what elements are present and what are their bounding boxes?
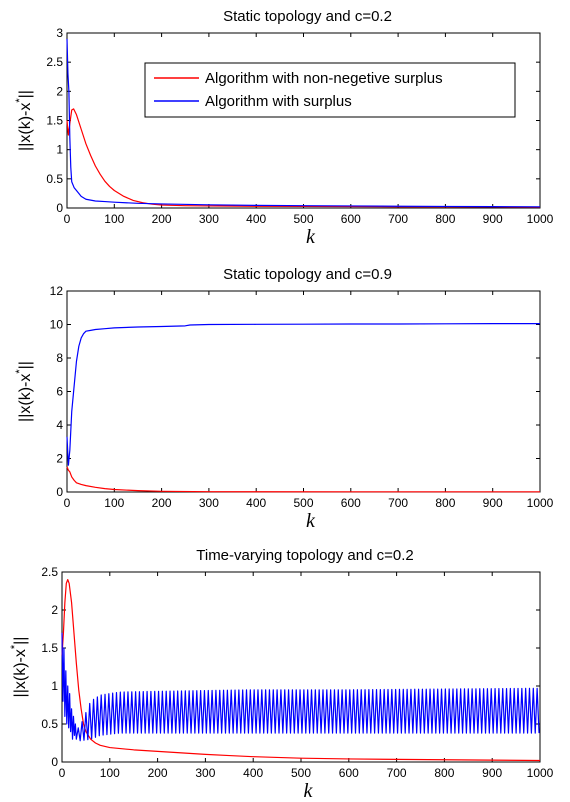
x-tick-label: 300 [195, 766, 215, 780]
y-tick-label: 3 [56, 26, 63, 40]
y-axis-label: ||x(k)-x*|| [14, 90, 34, 151]
y-axis-label: ||x(k)-x*|| [14, 361, 34, 422]
x-tick-label: 900 [483, 496, 503, 510]
y-tick-label: 4 [56, 418, 63, 432]
x-tick-label: 700 [388, 212, 408, 226]
y-tick-label: 0.5 [41, 717, 58, 731]
x-axis-label: k [304, 780, 314, 802]
y-tick-label: 10 [50, 318, 64, 332]
chart-panel-1: Static topology and c=0.2 0 100 200 300 400 50… [14, 8, 554, 248]
x-tick-label: 800 [434, 766, 454, 780]
x-tick-label: 700 [388, 496, 408, 510]
y-tick-label: 2 [51, 603, 58, 617]
chart-title: Static topology and c=0.9 [223, 266, 392, 283]
plot-frame [66, 290, 541, 493]
x-axis-label: k [306, 226, 316, 248]
x-tick-label: 1000 [527, 766, 554, 780]
x-tick-label: 600 [339, 766, 359, 780]
y-tick-label: 2 [56, 452, 63, 466]
x-tick-label: 400 [246, 212, 266, 226]
y-tick-label: 0 [51, 755, 58, 769]
chart-title: Time-varying topology and c=0.2 [196, 547, 413, 564]
legend-label: Algorithm with non-negetive surplus [205, 70, 443, 87]
x-tick-label: 800 [435, 496, 455, 510]
x-tick-label: 600 [341, 496, 361, 510]
y-tick-label: 1.5 [46, 114, 63, 128]
y-tick-label: 1 [56, 143, 63, 157]
y-axis-label: ||x(k)-x*|| [9, 637, 29, 698]
x-tick-label: 0 [59, 766, 66, 780]
legend-box [144, 62, 516, 118]
series-line-red [61, 579, 541, 762]
series-line-blue [66, 323, 540, 466]
y-tick-label: 0.5 [46, 172, 63, 186]
x-tick-label: 200 [152, 212, 172, 226]
chart-panel-3: Time-varying topology and c=0.2 0 100 200 30… [9, 547, 554, 802]
x-axis-label: k [306, 510, 316, 532]
y-tick-label: 1.5 [41, 641, 58, 655]
y-tick-label: 0 [56, 485, 63, 499]
x-tick-label: 400 [243, 766, 263, 780]
y-tick-label: 6 [56, 385, 63, 399]
x-tick-label: 200 [152, 496, 172, 510]
x-tick-label: 400 [246, 496, 266, 510]
series-line-red [66, 466, 540, 493]
x-tick-label: 1000 [527, 212, 554, 226]
y-tick-label: 8 [56, 351, 63, 365]
x-tick-label: 700 [387, 766, 407, 780]
y-tick-label: 2.5 [46, 55, 63, 69]
x-tick-label: 300 [199, 212, 219, 226]
x-tick-label: 500 [293, 496, 313, 510]
series-line-algorithm-with-surplus [66, 38, 541, 208]
x-tick-label: 300 [199, 496, 219, 510]
x-tick-label: 600 [341, 212, 361, 226]
x-tick-label: 100 [100, 766, 120, 780]
plot-frame [66, 32, 541, 209]
y-tick-label: 2.5 [41, 565, 58, 579]
x-tick-label: 0 [64, 212, 71, 226]
x-tick-label: 100 [104, 496, 124, 510]
x-tick-label: 200 [148, 766, 168, 780]
chart-panel-2: Static topology and c=0.90 100 200 300 400 50… [14, 266, 554, 532]
y-tick-label: 2 [56, 84, 63, 98]
series-line-blue [61, 632, 540, 742]
x-tick-label: 500 [293, 212, 313, 226]
x-tick-label: 0 [64, 496, 71, 510]
series-line-algorithm-with-non-negetive-surplus [66, 108, 541, 208]
x-tick-label: 800 [435, 212, 455, 226]
x-tick-label: 900 [483, 212, 503, 226]
x-tick-label: 500 [291, 766, 311, 780]
legend-label: Algorithm with surplus [205, 93, 352, 110]
y-tick-label: 12 [50, 284, 64, 298]
x-tick-label: 100 [104, 212, 124, 226]
legend: Algorithm with non-negetive surplus Algor… [144, 62, 516, 118]
y-tick-label: 0 [56, 201, 63, 215]
chart-title: Static topology and c=0.2 [223, 8, 392, 25]
x-tick-label: 900 [482, 766, 502, 780]
y-tick-label: 1 [51, 679, 58, 693]
x-tick-label: 1000 [527, 496, 554, 510]
